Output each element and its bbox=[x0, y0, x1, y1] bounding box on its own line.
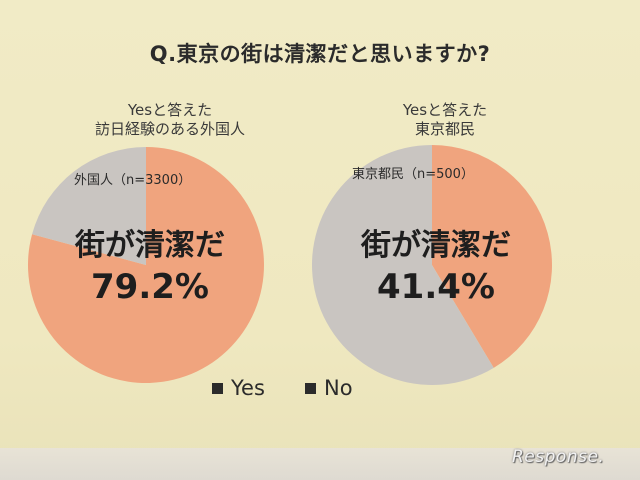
pie-center-text: 街が清潔だ bbox=[74, 228, 225, 263]
chart-title: Q.東京の街は清潔だと思いますか? bbox=[149, 42, 491, 66]
pie-center-value: 41.4% bbox=[377, 267, 495, 307]
response-watermark: Response. bbox=[512, 447, 605, 467]
pie-chart-foreigners: 外国人（n=3300） 街が清潔だ 79.2% bbox=[27, 147, 264, 384]
legend-label-yes: Yes bbox=[231, 376, 265, 400]
right-caption-line1: Yesと答えた bbox=[402, 101, 488, 119]
pie-slice-yes bbox=[27, 147, 264, 384]
pie-slice-yes bbox=[432, 145, 552, 368]
right-caption-line2: 東京都民 bbox=[414, 120, 475, 138]
slide-bottom-edge bbox=[0, 448, 640, 480]
pie-chart-tokyo-residents: 東京都民（n=500） 街が清潔だ 41.4% bbox=[311, 145, 552, 385]
pie-group-label: 東京都民（n=500） bbox=[352, 166, 474, 182]
left-pie-caption: Yesと答えた 訪日経験のある外国人 bbox=[70, 101, 270, 139]
legend-swatch-no bbox=[305, 382, 316, 394]
legend-label-no: No bbox=[324, 376, 353, 400]
legend-item-no: No bbox=[305, 376, 353, 400]
pie-slice-no bbox=[32, 147, 146, 265]
pie-slice-no bbox=[311, 145, 494, 385]
left-caption-line2: 訪日経験のある外国人 bbox=[94, 120, 245, 138]
pie-center-text: 街が清潔だ bbox=[360, 228, 511, 263]
legend-swatch-yes bbox=[212, 382, 223, 394]
pie-group-label: 外国人（n=3300） bbox=[74, 173, 191, 188]
left-caption-line1: Yesと答えた bbox=[127, 101, 213, 119]
pie-center-value: 79.2% bbox=[91, 267, 209, 307]
right-pie-caption: Yesと答えた 東京都民 bbox=[345, 101, 545, 139]
legend-item-yes: Yes bbox=[212, 376, 265, 400]
